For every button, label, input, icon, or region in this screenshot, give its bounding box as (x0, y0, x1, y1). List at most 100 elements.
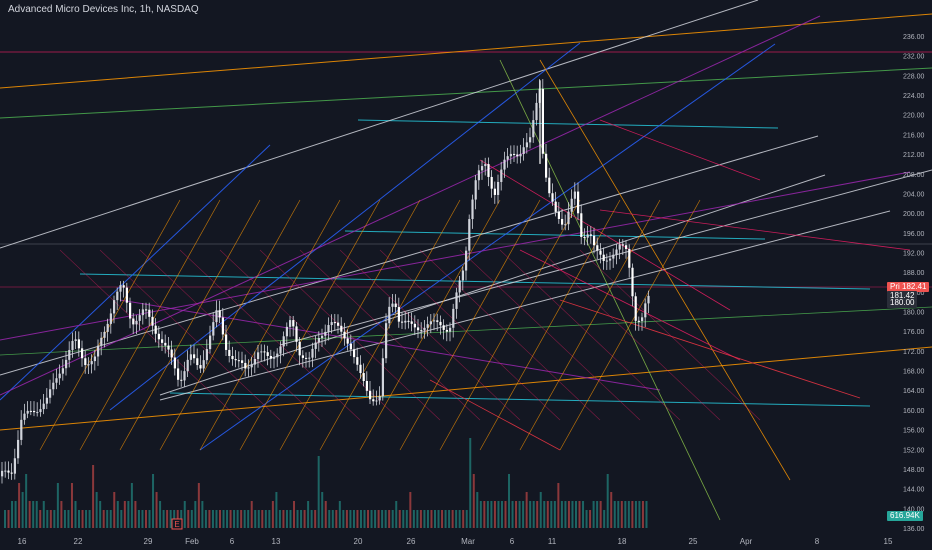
candle-body (164, 342, 167, 346)
candle-body (442, 325, 445, 330)
volume-bar (201, 501, 204, 528)
volume-bar (116, 501, 119, 528)
candle-body (84, 358, 87, 366)
candle-body (647, 295, 650, 304)
volume-bar (106, 510, 109, 528)
volume-bar (14, 501, 17, 528)
candle-body (42, 403, 45, 410)
candle-body (557, 211, 560, 219)
candle-body (503, 159, 506, 170)
y-tick-label: 140.00 (903, 506, 925, 513)
volume-bar (233, 510, 236, 528)
candle-body (458, 280, 461, 293)
volume-bar (613, 501, 616, 528)
volume-bar (536, 501, 539, 528)
candle-body (429, 321, 432, 325)
chart-title: Advanced Micro Devices Inc, 1h, NASDAQ (8, 4, 199, 15)
candle-body (561, 218, 564, 225)
volume-bar (197, 483, 200, 528)
candle-body (397, 307, 400, 322)
volume-bar (423, 510, 426, 528)
candle-body (234, 359, 237, 361)
trendline (0, 135, 819, 376)
trendline-drawings[interactable] (0, 0, 932, 521)
volume-bar (226, 510, 229, 528)
candle-body (436, 320, 439, 322)
candle-body (202, 360, 205, 369)
candle-body (404, 320, 407, 323)
candle-body (100, 337, 103, 346)
candle-body (519, 153, 522, 157)
volume-bar (490, 501, 493, 528)
volume-bar (553, 501, 556, 528)
earnings-icon[interactable] (171, 518, 183, 530)
volume-bar (349, 510, 352, 528)
volume-bar (606, 474, 609, 528)
candle-body (183, 371, 186, 381)
y-tick-label: 220.00 (903, 113, 925, 120)
candle-body (173, 357, 176, 369)
volume-bar (539, 492, 542, 528)
candle-body (522, 147, 525, 154)
candle-body (641, 317, 644, 321)
volume-bar (25, 474, 28, 528)
volume-bar (211, 510, 214, 528)
y-tick-label: 196.00 (903, 231, 925, 238)
volume-bar (314, 510, 317, 528)
candle-body (298, 341, 301, 356)
candle-body (87, 364, 90, 366)
candle-body (413, 323, 416, 328)
pitchfork-line (199, 199, 341, 451)
y-tick-label: 212.00 (903, 152, 925, 159)
trendline (199, 43, 776, 451)
candle-body (81, 348, 84, 359)
y-tick-label: 172.00 (903, 349, 925, 356)
y-tick-label: 236.00 (903, 34, 925, 41)
volume-bar (338, 501, 341, 528)
candle-body (605, 260, 608, 262)
volume-bar (300, 510, 303, 528)
candle-body (132, 318, 135, 325)
volume-bar (275, 492, 278, 528)
price-axis[interactable]: 136.00 140.00 144.00 148.00 152.00 156.00 160.… (903, 34, 925, 533)
trendline (0, 13, 932, 89)
trendline (599, 209, 911, 251)
y-tick-label: 152.00 (903, 447, 925, 454)
volume-bar (451, 510, 454, 528)
candle-body (65, 359, 68, 369)
candle-body (455, 292, 458, 309)
volume-bar (257, 510, 260, 528)
candle-body (583, 236, 586, 238)
candle-body (330, 322, 333, 326)
candle-body (199, 365, 202, 369)
volume-bar (546, 501, 549, 528)
volume-bar (356, 510, 359, 528)
volume-bar (268, 510, 271, 528)
candle-body (20, 419, 23, 440)
candle-body (353, 349, 356, 358)
candle-body (375, 400, 378, 402)
pitchfork-line (479, 199, 621, 451)
candle-body (423, 327, 426, 331)
candle-body (573, 191, 576, 199)
x-tick-label: 22 (74, 537, 83, 546)
candle-body (445, 329, 448, 332)
candle-body (609, 258, 612, 261)
volume-bar (95, 492, 98, 528)
fib-fan-line (459, 249, 641, 421)
candle-body (612, 254, 615, 259)
candle-body (333, 322, 336, 324)
candle-body (61, 368, 64, 374)
candle-body (167, 345, 170, 350)
candle-body (1, 470, 4, 477)
candle-body (113, 300, 116, 314)
candle-body (279, 346, 282, 354)
candle-body (615, 249, 618, 255)
x-tick-label: Mar (461, 537, 475, 546)
volume-bars (4, 438, 648, 528)
candle-body (305, 357, 308, 359)
candle-body (247, 367, 250, 369)
volume-bar (504, 501, 507, 528)
time-axis[interactable]: 16 22 29 Feb 6 13 20 26 Mar 6 11 18 25 Apr 8 15 (18, 537, 893, 546)
